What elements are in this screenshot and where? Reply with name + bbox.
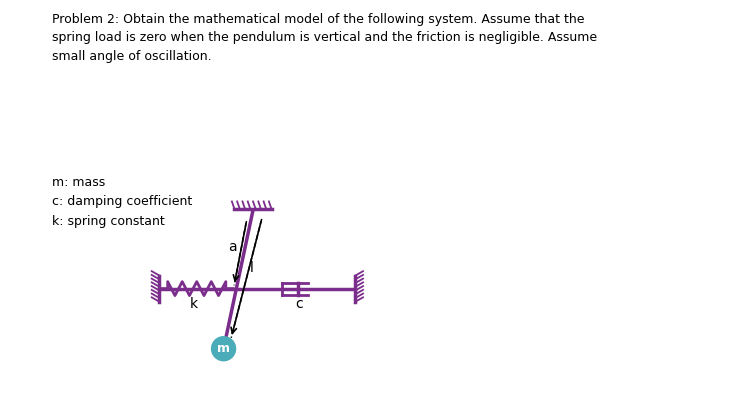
Text: k: k [190,297,198,311]
Text: a: a [228,240,237,254]
Text: c: c [295,297,303,311]
Text: m: m [217,342,230,355]
Text: Problem 2: Obtain the mathematical model of the following system. Assume that th: Problem 2: Obtain the mathematical model… [52,13,598,62]
Circle shape [212,337,236,361]
Text: l: l [250,261,254,275]
Text: m: mass
c: damping coefficient
k: spring constant: m: mass c: damping coefficient k: spring… [52,176,192,228]
